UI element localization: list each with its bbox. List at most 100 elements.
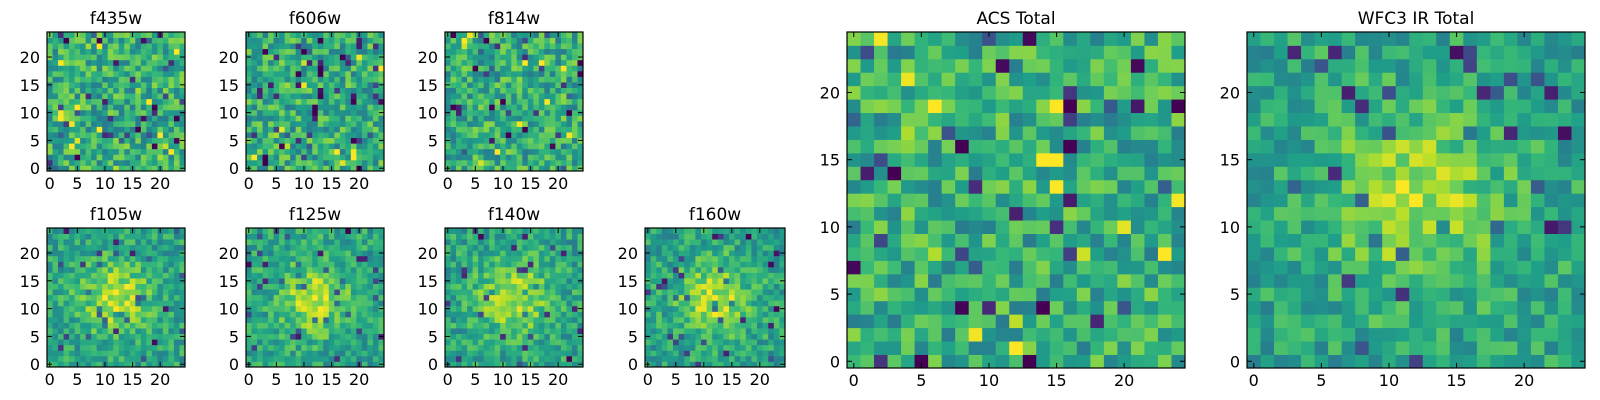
heatmap-cell: [874, 166, 888, 181]
heatmap-cell: [571, 76, 578, 83]
heatmap-cell: [478, 98, 485, 105]
heatmap-cell: [350, 93, 357, 100]
heatmap-cell: [461, 322, 468, 329]
heatmap-cell: [63, 148, 70, 155]
heatmap-cell: [151, 70, 158, 77]
heatmap-cell: [928, 354, 943, 369]
heatmap-cell: [168, 65, 175, 72]
heatmap-cell: [173, 289, 180, 296]
heatmap-cell: [96, 355, 103, 362]
heatmap-cell: [678, 311, 685, 318]
heatmap-cell: [361, 250, 368, 257]
heatmap-cell: [483, 120, 490, 127]
heatmap-cell: [162, 115, 169, 122]
heatmap-cell: [1036, 273, 1051, 288]
heatmap-cell: [667, 261, 674, 268]
heatmap-cell: [571, 143, 578, 150]
heatmap-cell: [290, 339, 297, 346]
heatmap-cell: [345, 37, 352, 44]
heatmap-cell: [118, 87, 125, 94]
heatmap-cell: [378, 120, 385, 127]
heatmap-cell: [367, 233, 374, 240]
heatmap-cell: [168, 239, 175, 246]
heatmap-cell: [467, 165, 473, 172]
heatmap-cell: [1009, 247, 1024, 261]
heatmap-cell: [1049, 206, 1064, 221]
heatmap-cell: [1063, 152, 1078, 167]
heatmap-cell: [456, 350, 462, 357]
heatmap-cell: [118, 322, 125, 329]
heatmap-cell: [1171, 341, 1186, 355]
heatmap-cell: [511, 239, 518, 246]
heatmap-cell: [173, 137, 180, 144]
heatmap-cell: [279, 82, 286, 88]
heatmap-cell: [102, 316, 109, 323]
heatmap-cell: [273, 43, 280, 50]
heatmap-cell: [168, 159, 175, 166]
heatmap-cell: [372, 300, 379, 307]
heatmap-cell: [102, 98, 109, 105]
heatmap-cell: [124, 233, 131, 240]
heatmap-cell: [85, 115, 92, 122]
heatmap-cell: [1049, 287, 1064, 302]
heatmap-cell: [467, 350, 473, 357]
heatmap-cell: [356, 87, 363, 94]
heatmap-cell: [246, 255, 252, 262]
heatmap-cell: [533, 59, 540, 66]
x-tick-label: 15: [321, 174, 341, 193]
heatmap-cell: [124, 109, 131, 116]
heatmap-cell: [494, 98, 501, 105]
heatmap-cell: [661, 322, 668, 329]
heatmap-cell: [533, 132, 540, 139]
heatmap-cell: [356, 154, 363, 161]
heatmap-cell: [361, 316, 368, 323]
heatmap-cell: [301, 48, 308, 55]
heatmap-cell: [129, 43, 136, 50]
heatmap-cell: [678, 294, 685, 301]
heatmap-cell: [489, 294, 496, 301]
heatmap-cell: [734, 233, 741, 240]
heatmap-cell: [306, 165, 313, 172]
heatmap-cell: [262, 328, 269, 335]
heatmap-cell: [162, 344, 169, 351]
heatmap-cell: [151, 266, 158, 273]
heatmap-cell: [544, 328, 551, 335]
heatmap-cell: [96, 266, 103, 273]
heatmap-cell: [135, 59, 142, 66]
heatmap-cell: [323, 82, 330, 88]
heatmap-cell: [173, 311, 180, 318]
heatmap-cell: [85, 87, 92, 94]
heatmap-cell: [445, 266, 451, 273]
heatmap-cell: [334, 261, 341, 268]
heatmap-cell: [522, 272, 529, 279]
heatmap-cell: [306, 148, 313, 155]
heatmap-cell: [361, 283, 368, 290]
heatmap-cell: [695, 344, 702, 351]
heatmap-cell: [345, 65, 352, 72]
heatmap-cell: [1103, 247, 1118, 261]
heatmap-cell: [456, 333, 462, 340]
heatmap-cell: [251, 355, 258, 362]
heatmap-cell: [1036, 193, 1051, 208]
heatmap-cell: [268, 339, 274, 346]
heatmap-cell: [102, 65, 109, 72]
heatmap-cell: [555, 70, 562, 77]
heatmap-cell: [538, 300, 545, 307]
heatmap-cell: [102, 355, 109, 362]
heatmap-cell: [968, 354, 983, 369]
heatmap-cell: [478, 148, 485, 155]
heatmap-cell: [456, 311, 462, 318]
heatmap-cell: [901, 260, 915, 275]
heatmap-cell: [257, 361, 263, 368]
heatmap-cell: [533, 344, 540, 351]
heatmap-cell: [146, 87, 153, 94]
heatmap-cell: [58, 104, 64, 111]
heatmap-cell: [538, 93, 545, 100]
heatmap-cell: [317, 328, 324, 335]
heatmap-cell: [58, 278, 64, 284]
heatmap-cell: [102, 239, 109, 246]
heatmap-cell: [69, 283, 75, 290]
heatmap-cell: [279, 355, 286, 362]
heatmap-cell: [47, 98, 53, 105]
heatmap-cell: [96, 159, 103, 166]
